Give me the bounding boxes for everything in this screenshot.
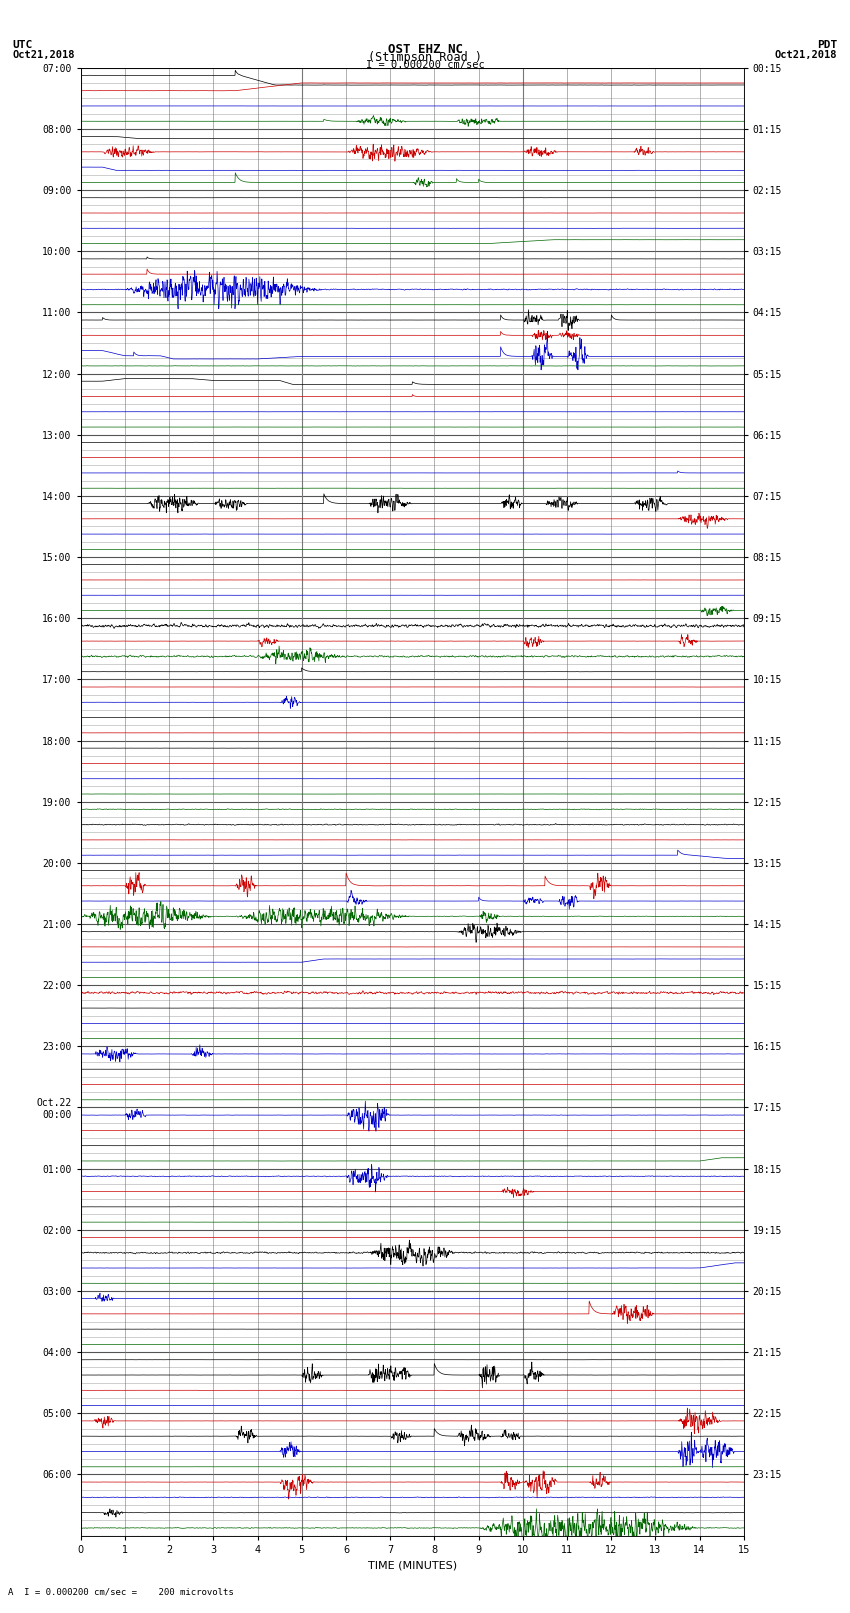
X-axis label: TIME (MINUTES): TIME (MINUTES) (368, 1560, 456, 1569)
Text: I = 0.000200 cm/sec: I = 0.000200 cm/sec (366, 60, 484, 69)
Text: Oct21,2018: Oct21,2018 (774, 50, 837, 60)
Text: UTC: UTC (13, 40, 33, 50)
Text: A  I = 0.000200 cm/sec =    200 microvolts: A I = 0.000200 cm/sec = 200 microvolts (8, 1587, 235, 1597)
Text: Oct21,2018: Oct21,2018 (13, 50, 76, 60)
Text: OST EHZ NC: OST EHZ NC (388, 44, 462, 56)
Text: (Stimpson Road ): (Stimpson Road ) (368, 50, 482, 65)
Text: PDT: PDT (817, 40, 837, 50)
